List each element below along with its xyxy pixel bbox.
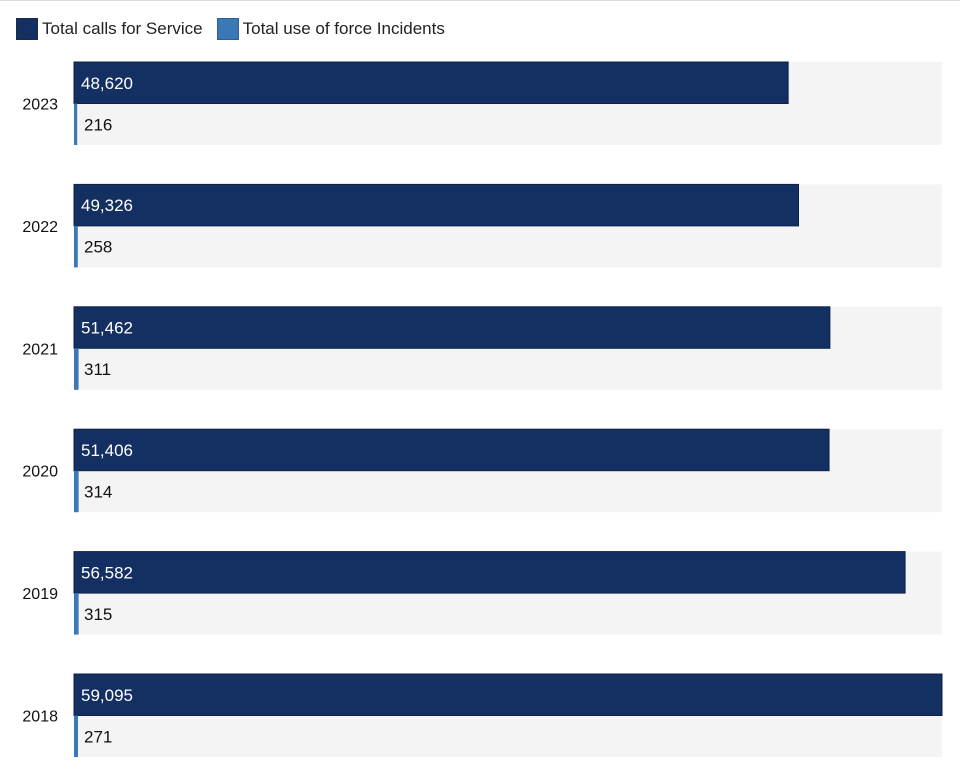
bar-calls-for-service-2019[interactable]	[73, 551, 906, 594]
y-tick-label-2020: 2020	[22, 464, 58, 481]
data-label-use-of-force-2023: 216	[84, 115, 112, 134]
bar-use-of-force-2018[interactable]	[74, 715, 78, 758]
y-tick-label-2022: 2022	[22, 219, 58, 236]
bar-calls-for-service-2018[interactable]	[73, 673, 943, 716]
data-label-calls-2018: 59,095	[81, 686, 133, 705]
y-tick-label-2023: 2023	[22, 97, 58, 114]
data-label-calls-2022: 49,326	[81, 196, 133, 215]
data-label-use-of-force-2018: 271	[84, 727, 112, 746]
bar-calls-for-service-2021[interactable]	[73, 306, 831, 349]
legend-item-use-of-force[interactable]: Total use of force Incidents	[216, 18, 445, 40]
legend-label-use-of-force: Total use of force Incidents	[242, 19, 445, 38]
legend-item-calls-for-service[interactable]: Total calls for Service	[16, 18, 203, 40]
data-label-calls-2023: 48,620	[81, 74, 133, 93]
data-label-calls-2021: 51,462	[81, 319, 133, 338]
data-label-use-of-force-2020: 314	[84, 482, 112, 501]
y-tick-label-2018: 2018	[22, 709, 58, 726]
data-label-use-of-force-2022: 258	[84, 238, 112, 257]
bar-calls-for-service-2020[interactable]	[73, 428, 830, 472]
bar-use-of-force-2023[interactable]	[74, 103, 78, 146]
data-label-calls-2019: 56,582	[81, 563, 133, 582]
legend-label-calls: Total calls for Service	[42, 19, 203, 38]
bar-use-of-force-2020[interactable]	[74, 470, 79, 513]
bar-calls-for-service-2023[interactable]	[73, 61, 789, 104]
data-label-use-of-force-2021: 311	[84, 360, 111, 379]
data-label-calls-2020: 51,406	[81, 441, 133, 460]
bar-use-of-force-2019[interactable]	[74, 593, 79, 635]
bar-calls-for-service-2022[interactable]	[73, 183, 800, 227]
bar-use-of-force-2021[interactable]	[74, 348, 79, 390]
top-divider	[0, 0, 960, 1]
bar-use-of-force-2022[interactable]	[74, 225, 78, 268]
legend-swatch-use-of-force	[216, 18, 239, 40]
y-tick-label-2021: 2021	[22, 341, 58, 358]
legend-swatch-calls	[16, 18, 38, 40]
y-tick-label-2019: 2019	[22, 586, 58, 603]
data-label-use-of-force-2019: 315	[84, 605, 112, 624]
chart-legend: Total calls for Service Total use of for…	[16, 17, 459, 41]
